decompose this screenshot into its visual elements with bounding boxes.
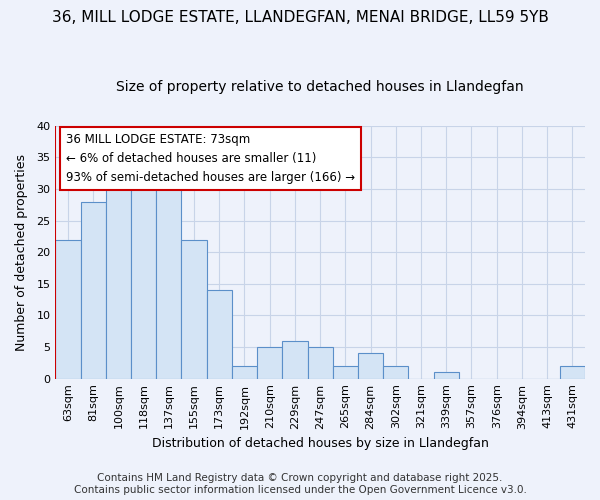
Bar xyxy=(283,340,308,378)
Bar xyxy=(232,366,257,378)
Bar xyxy=(55,240,80,378)
Bar xyxy=(560,366,585,378)
Bar xyxy=(434,372,459,378)
Bar xyxy=(358,354,383,378)
Text: 36 MILL LODGE ESTATE: 73sqm
← 6% of detached houses are smaller (11)
93% of semi: 36 MILL LODGE ESTATE: 73sqm ← 6% of deta… xyxy=(66,134,355,184)
Bar xyxy=(156,170,181,378)
Bar xyxy=(106,182,131,378)
Bar xyxy=(308,347,333,378)
Y-axis label: Number of detached properties: Number of detached properties xyxy=(15,154,28,350)
Text: Contains HM Land Registry data © Crown copyright and database right 2025.
Contai: Contains HM Land Registry data © Crown c… xyxy=(74,474,526,495)
Bar xyxy=(80,202,106,378)
Bar xyxy=(333,366,358,378)
Bar xyxy=(383,366,409,378)
Bar xyxy=(257,347,283,378)
Bar xyxy=(181,240,206,378)
Bar xyxy=(206,290,232,378)
Title: Size of property relative to detached houses in Llandegfan: Size of property relative to detached ho… xyxy=(116,80,524,94)
Text: 36, MILL LODGE ESTATE, LLANDEGFAN, MENAI BRIDGE, LL59 5YB: 36, MILL LODGE ESTATE, LLANDEGFAN, MENAI… xyxy=(52,10,548,25)
Bar xyxy=(131,182,156,378)
X-axis label: Distribution of detached houses by size in Llandegfan: Distribution of detached houses by size … xyxy=(152,437,488,450)
